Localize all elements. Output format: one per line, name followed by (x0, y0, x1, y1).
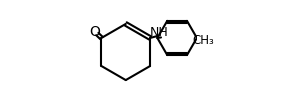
Text: NH: NH (150, 26, 169, 39)
Text: CH₃: CH₃ (193, 33, 215, 47)
Text: O: O (89, 25, 100, 39)
